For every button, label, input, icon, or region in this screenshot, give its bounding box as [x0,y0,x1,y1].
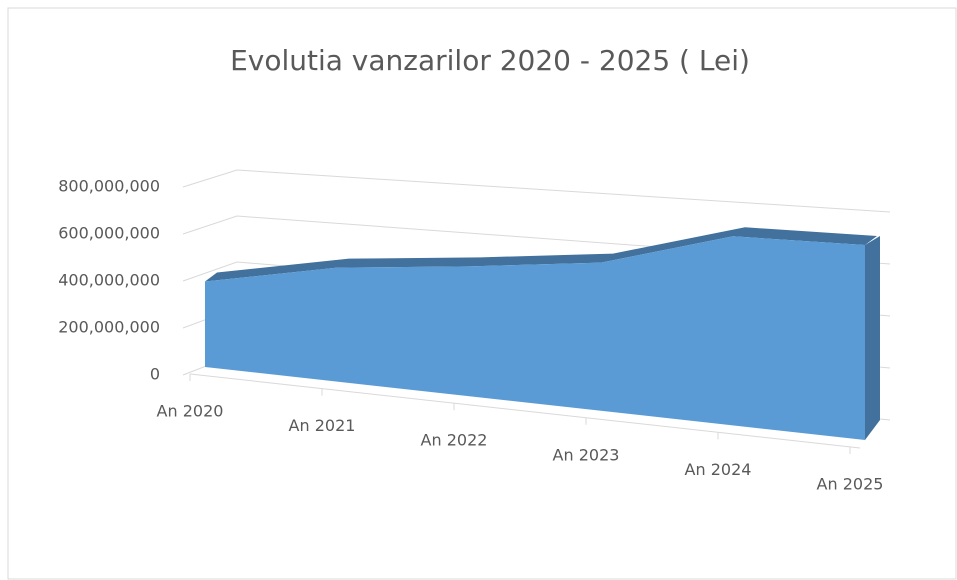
grid-line [182,169,891,213]
x-tick-label: An 2025 [817,475,884,494]
y-tick-label: 400,000,000 [58,271,160,290]
chart-title: Evolutia vanzarilor 2020 - 2025 ( Lei) [230,44,750,77]
x-tick-label: An 2020 [157,402,224,421]
y-tick-label: 200,000,000 [58,318,160,337]
y-tick-label: 0 [150,365,160,384]
area-top-face [205,227,877,282]
y-tick-label: 800,000,000 [58,177,160,196]
x-tick-label: An 2021 [289,416,356,435]
x-tick-label: An 2024 [685,460,752,479]
area-side-face [865,236,880,440]
x-tick-label: An 2022 [421,431,488,450]
y-tick-label: 600,000,000 [58,224,160,243]
x-tick-label: An 2023 [553,445,620,464]
area [205,236,865,440]
x-axis-line [189,373,861,449]
